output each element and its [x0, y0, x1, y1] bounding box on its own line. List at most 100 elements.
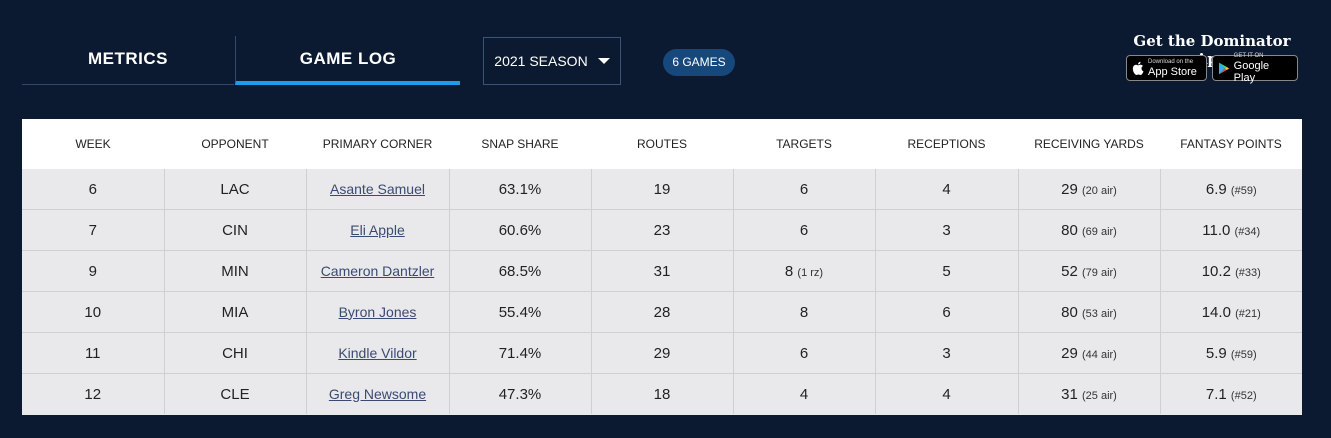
yards-sub: (79 air): [1082, 266, 1117, 279]
yards-value: 29: [1061, 180, 1078, 198]
routes-cell: 28: [591, 291, 734, 333]
corner-cell: Kindle Vildor: [306, 332, 450, 374]
yards-sub: (53 air): [1082, 307, 1117, 320]
app-store-label: App Store: [1148, 65, 1197, 78]
receptions-cell: 4: [875, 169, 1019, 210]
google-play-text: GET IT ON Google Play: [1234, 53, 1292, 84]
yards-cell: 80 (69 air): [1018, 209, 1161, 251]
routes-cell: 31: [591, 250, 734, 292]
games-count-badge: 6 GAMES: [663, 49, 735, 76]
corner-link[interactable]: Asante Samuel: [330, 180, 425, 197]
fantasy-points-cell: 11.0 (#34): [1160, 209, 1302, 251]
fantasy-points-cell: 14.0 (#21): [1160, 291, 1302, 333]
tab-game-log[interactable]: GAME LOG: [235, 36, 460, 85]
opponent-cell: LAC: [164, 169, 307, 210]
fp-rank: (#33): [1235, 266, 1261, 279]
google-play-label: Google Play: [1233, 59, 1270, 84]
column-header[interactable]: TARGETS: [733, 119, 875, 169]
yards-value: 31: [1061, 385, 1078, 403]
week-cell: 6: [22, 169, 165, 210]
yards-value: 52: [1061, 262, 1078, 280]
yards-sub: (20 air): [1082, 184, 1117, 197]
column-header[interactable]: RECEPTIONS: [875, 119, 1018, 169]
targets-value: 6: [799, 180, 809, 198]
google-play-button[interactable]: GET IT ON Google Play: [1212, 53, 1298, 84]
column-header[interactable]: FANTASY POINTS: [1160, 119, 1302, 169]
fp-value: 10.2: [1201, 262, 1231, 280]
opponent-cell: CIN: [164, 209, 307, 251]
corner-link[interactable]: Greg Newsome: [328, 385, 427, 402]
targets-value: 8: [784, 262, 794, 280]
column-header[interactable]: ROUTES: [591, 119, 733, 169]
fp-value: 6.9: [1205, 180, 1227, 198]
app-store-button[interactable]: Download on the App Store: [1126, 55, 1207, 81]
column-header[interactable]: OPPONENT: [164, 119, 306, 169]
table-row: 9 MIN Cameron Dantzler 68.5% 31 8 (1 rz)…: [22, 250, 1302, 292]
opponent-cell: MIA: [164, 291, 307, 333]
snap-share-cell: 71.4%: [449, 332, 592, 374]
app-store-text: Download on the App Store: [1148, 59, 1197, 78]
google-play-small-label: GET IT ON: [1233, 52, 1264, 59]
snap-share-cell: 68.5%: [449, 250, 592, 292]
yards-sub: (25 air): [1082, 389, 1117, 402]
targets-value: 4: [799, 385, 809, 403]
table-row: 10 MIA Byron Jones 55.4% 28 8 6 80 (53 a…: [22, 291, 1302, 333]
apple-icon: [1132, 61, 1144, 75]
yards-cell: 29 (44 air): [1018, 332, 1161, 374]
fp-value: 11.0: [1202, 221, 1231, 239]
tab-metrics[interactable]: METRICS: [22, 36, 234, 85]
snap-share-cell: 63.1%: [449, 169, 592, 210]
routes-cell: 19: [591, 169, 734, 210]
column-header[interactable]: RECEIVING YARDS: [1018, 119, 1160, 169]
targets-cell: 6: [733, 169, 876, 210]
yards-value: 29: [1061, 344, 1078, 362]
column-header[interactable]: PRIMARY CORNER: [306, 119, 449, 169]
fp-rank: (#21): [1235, 307, 1261, 320]
corner-link[interactable]: Byron Jones: [338, 303, 417, 320]
season-label: 2021 SEASON: [494, 53, 588, 69]
column-header[interactable]: SNAP SHARE: [449, 119, 591, 169]
fp-value: 14.0: [1201, 303, 1231, 321]
app-store-small-label: Download on the: [1148, 58, 1194, 65]
week-cell: 11: [22, 332, 165, 374]
snap-share-cell: 47.3%: [449, 373, 592, 414]
targets-cell: 4: [733, 373, 876, 414]
yards-cell: 52 (79 air): [1018, 250, 1161, 292]
targets-cell: 6: [733, 332, 876, 374]
opponent-cell: CHI: [164, 332, 307, 374]
corner-link[interactable]: Cameron Dantzler: [320, 262, 435, 279]
corner-cell: Byron Jones: [306, 291, 450, 333]
receptions-cell: 3: [875, 332, 1019, 374]
routes-cell: 18: [591, 373, 734, 414]
table-header-row: WEEK OPPONENT PRIMARY CORNER SNAP SHARE …: [22, 119, 1302, 169]
targets-value: 8: [799, 303, 809, 321]
snap-share-cell: 60.6%: [449, 209, 592, 251]
targets-value: 6: [799, 344, 809, 362]
season-dropdown[interactable]: 2021 SEASON: [483, 37, 621, 85]
receptions-cell: 5: [875, 250, 1019, 292]
yards-sub: (69 air): [1082, 225, 1117, 238]
corner-cell: Greg Newsome: [306, 373, 450, 414]
fp-rank: (#52): [1230, 389, 1257, 402]
tab-bar: METRICS GAME LOG: [22, 36, 460, 86]
fantasy-points-cell: 5.9 (#59): [1160, 332, 1302, 374]
yards-value: 80: [1061, 303, 1078, 321]
table-row: 12 CLE Greg Newsome 47.3% 18 4 4 31 (25 …: [22, 373, 1302, 415]
fp-value: 5.9: [1205, 344, 1227, 362]
yards-cell: 31 (25 air): [1018, 373, 1161, 414]
week-cell: 7: [22, 209, 165, 251]
fantasy-points-cell: 7.1 (#52): [1160, 374, 1302, 415]
fp-rank: (#59): [1230, 184, 1257, 197]
targets-cell: 6: [733, 209, 876, 251]
table-row: 6 LAC Asante Samuel 63.1% 19 6 4 29 (20 …: [22, 169, 1302, 210]
routes-cell: 23: [591, 209, 734, 251]
targets-sub: (1 rz): [797, 266, 824, 279]
fp-rank: (#59): [1230, 348, 1257, 361]
week-cell: 10: [22, 291, 165, 333]
column-header[interactable]: WEEK: [22, 119, 164, 169]
corner-cell: Eli Apple: [306, 209, 450, 251]
corner-link[interactable]: Eli Apple: [350, 221, 405, 238]
routes-cell: 29: [591, 332, 734, 374]
fantasy-points-cell: 10.2 (#33): [1160, 250, 1302, 292]
corner-link[interactable]: Kindle Vildor: [338, 344, 417, 361]
